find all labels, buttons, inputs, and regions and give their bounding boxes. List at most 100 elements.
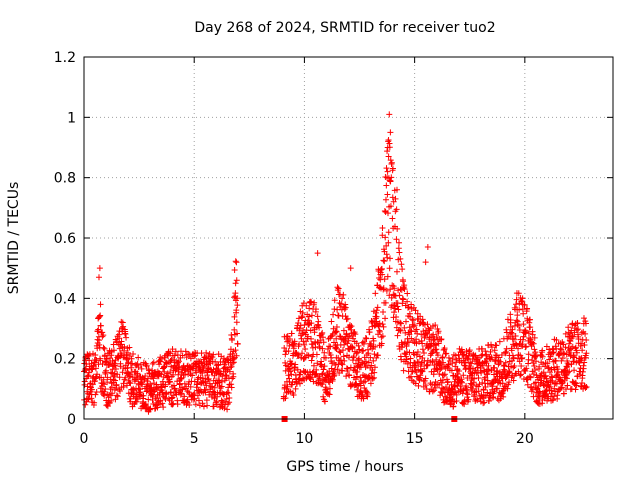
data-point <box>465 396 472 403</box>
data-point <box>167 369 174 376</box>
data-point <box>343 316 350 323</box>
data-point <box>372 343 379 350</box>
data-point <box>390 198 397 205</box>
data-point <box>496 338 503 345</box>
data-point <box>422 375 429 382</box>
data-point <box>186 402 193 409</box>
data-point <box>149 360 156 367</box>
data-point <box>514 312 521 319</box>
data-point <box>341 341 348 348</box>
data-point <box>384 148 391 155</box>
data-point <box>342 304 349 311</box>
data-point <box>121 343 128 350</box>
data-point <box>559 355 566 362</box>
data-point <box>393 206 400 213</box>
data-point <box>333 323 340 330</box>
data-point <box>404 290 411 297</box>
data-point <box>376 328 383 335</box>
data-point <box>522 344 529 351</box>
data-point <box>572 379 579 386</box>
data-point <box>501 362 508 369</box>
data-point <box>542 372 549 379</box>
data-point <box>440 359 447 366</box>
data-point <box>395 306 402 313</box>
data-point <box>157 358 164 365</box>
data-point <box>388 159 395 166</box>
data-point <box>456 367 463 374</box>
data-point <box>282 395 289 402</box>
data-point <box>308 320 315 327</box>
data-point <box>234 295 241 302</box>
data-point <box>404 298 411 305</box>
data-point <box>379 224 386 231</box>
data-point <box>174 401 181 408</box>
data-point <box>393 313 400 320</box>
data-point <box>522 367 529 374</box>
data-point <box>386 177 393 184</box>
data-point <box>203 382 210 389</box>
data-point <box>370 337 377 344</box>
data-point <box>482 384 489 391</box>
data-point <box>128 364 135 371</box>
data-point <box>160 404 167 411</box>
data-point <box>574 320 581 327</box>
data-point <box>409 368 416 375</box>
data-point <box>332 328 339 335</box>
data-point <box>377 276 384 283</box>
data-point <box>401 324 408 331</box>
data-point <box>299 350 306 357</box>
data-point <box>232 290 239 297</box>
data-point <box>359 391 366 398</box>
data-point <box>191 395 198 402</box>
data-point <box>580 315 587 322</box>
data-point <box>362 378 369 385</box>
data-point <box>234 302 241 309</box>
data-point <box>113 392 120 399</box>
data-point <box>367 380 374 387</box>
data-point <box>308 312 315 319</box>
data-point <box>504 385 511 392</box>
data-point <box>403 356 410 363</box>
data-point <box>518 355 525 362</box>
data-point <box>163 391 170 398</box>
x-axis-label: GPS time / hours <box>286 459 403 475</box>
data-point <box>488 354 495 361</box>
data-point <box>499 380 506 387</box>
data-point <box>504 316 511 323</box>
data-point <box>443 350 450 357</box>
data-point <box>490 371 497 378</box>
data-point <box>548 373 555 380</box>
data-point <box>550 346 557 353</box>
data-point <box>583 384 590 391</box>
data-point <box>319 345 326 352</box>
data-point <box>319 370 326 377</box>
data-point <box>524 381 531 388</box>
data-point <box>572 344 579 351</box>
data-point <box>521 301 528 308</box>
data-point <box>515 290 522 297</box>
data-point <box>433 346 440 353</box>
data-point <box>314 360 321 367</box>
data-point <box>417 313 424 320</box>
data-point <box>438 336 445 343</box>
data-point <box>565 324 572 331</box>
data-point <box>346 372 353 379</box>
data-point <box>528 357 535 364</box>
data-point <box>561 350 568 357</box>
data-point <box>546 356 553 363</box>
data-point <box>436 370 443 377</box>
data-point <box>141 376 148 383</box>
data-point <box>382 315 389 322</box>
data-point <box>440 372 447 379</box>
data-point <box>104 374 111 381</box>
data-point <box>413 352 420 359</box>
data-point <box>114 393 121 400</box>
data-point <box>108 384 115 391</box>
data-point <box>336 348 343 355</box>
data-point <box>396 249 403 256</box>
data-point <box>202 387 209 394</box>
data-point <box>424 244 431 251</box>
data-point <box>387 129 394 136</box>
data-point <box>500 362 507 369</box>
